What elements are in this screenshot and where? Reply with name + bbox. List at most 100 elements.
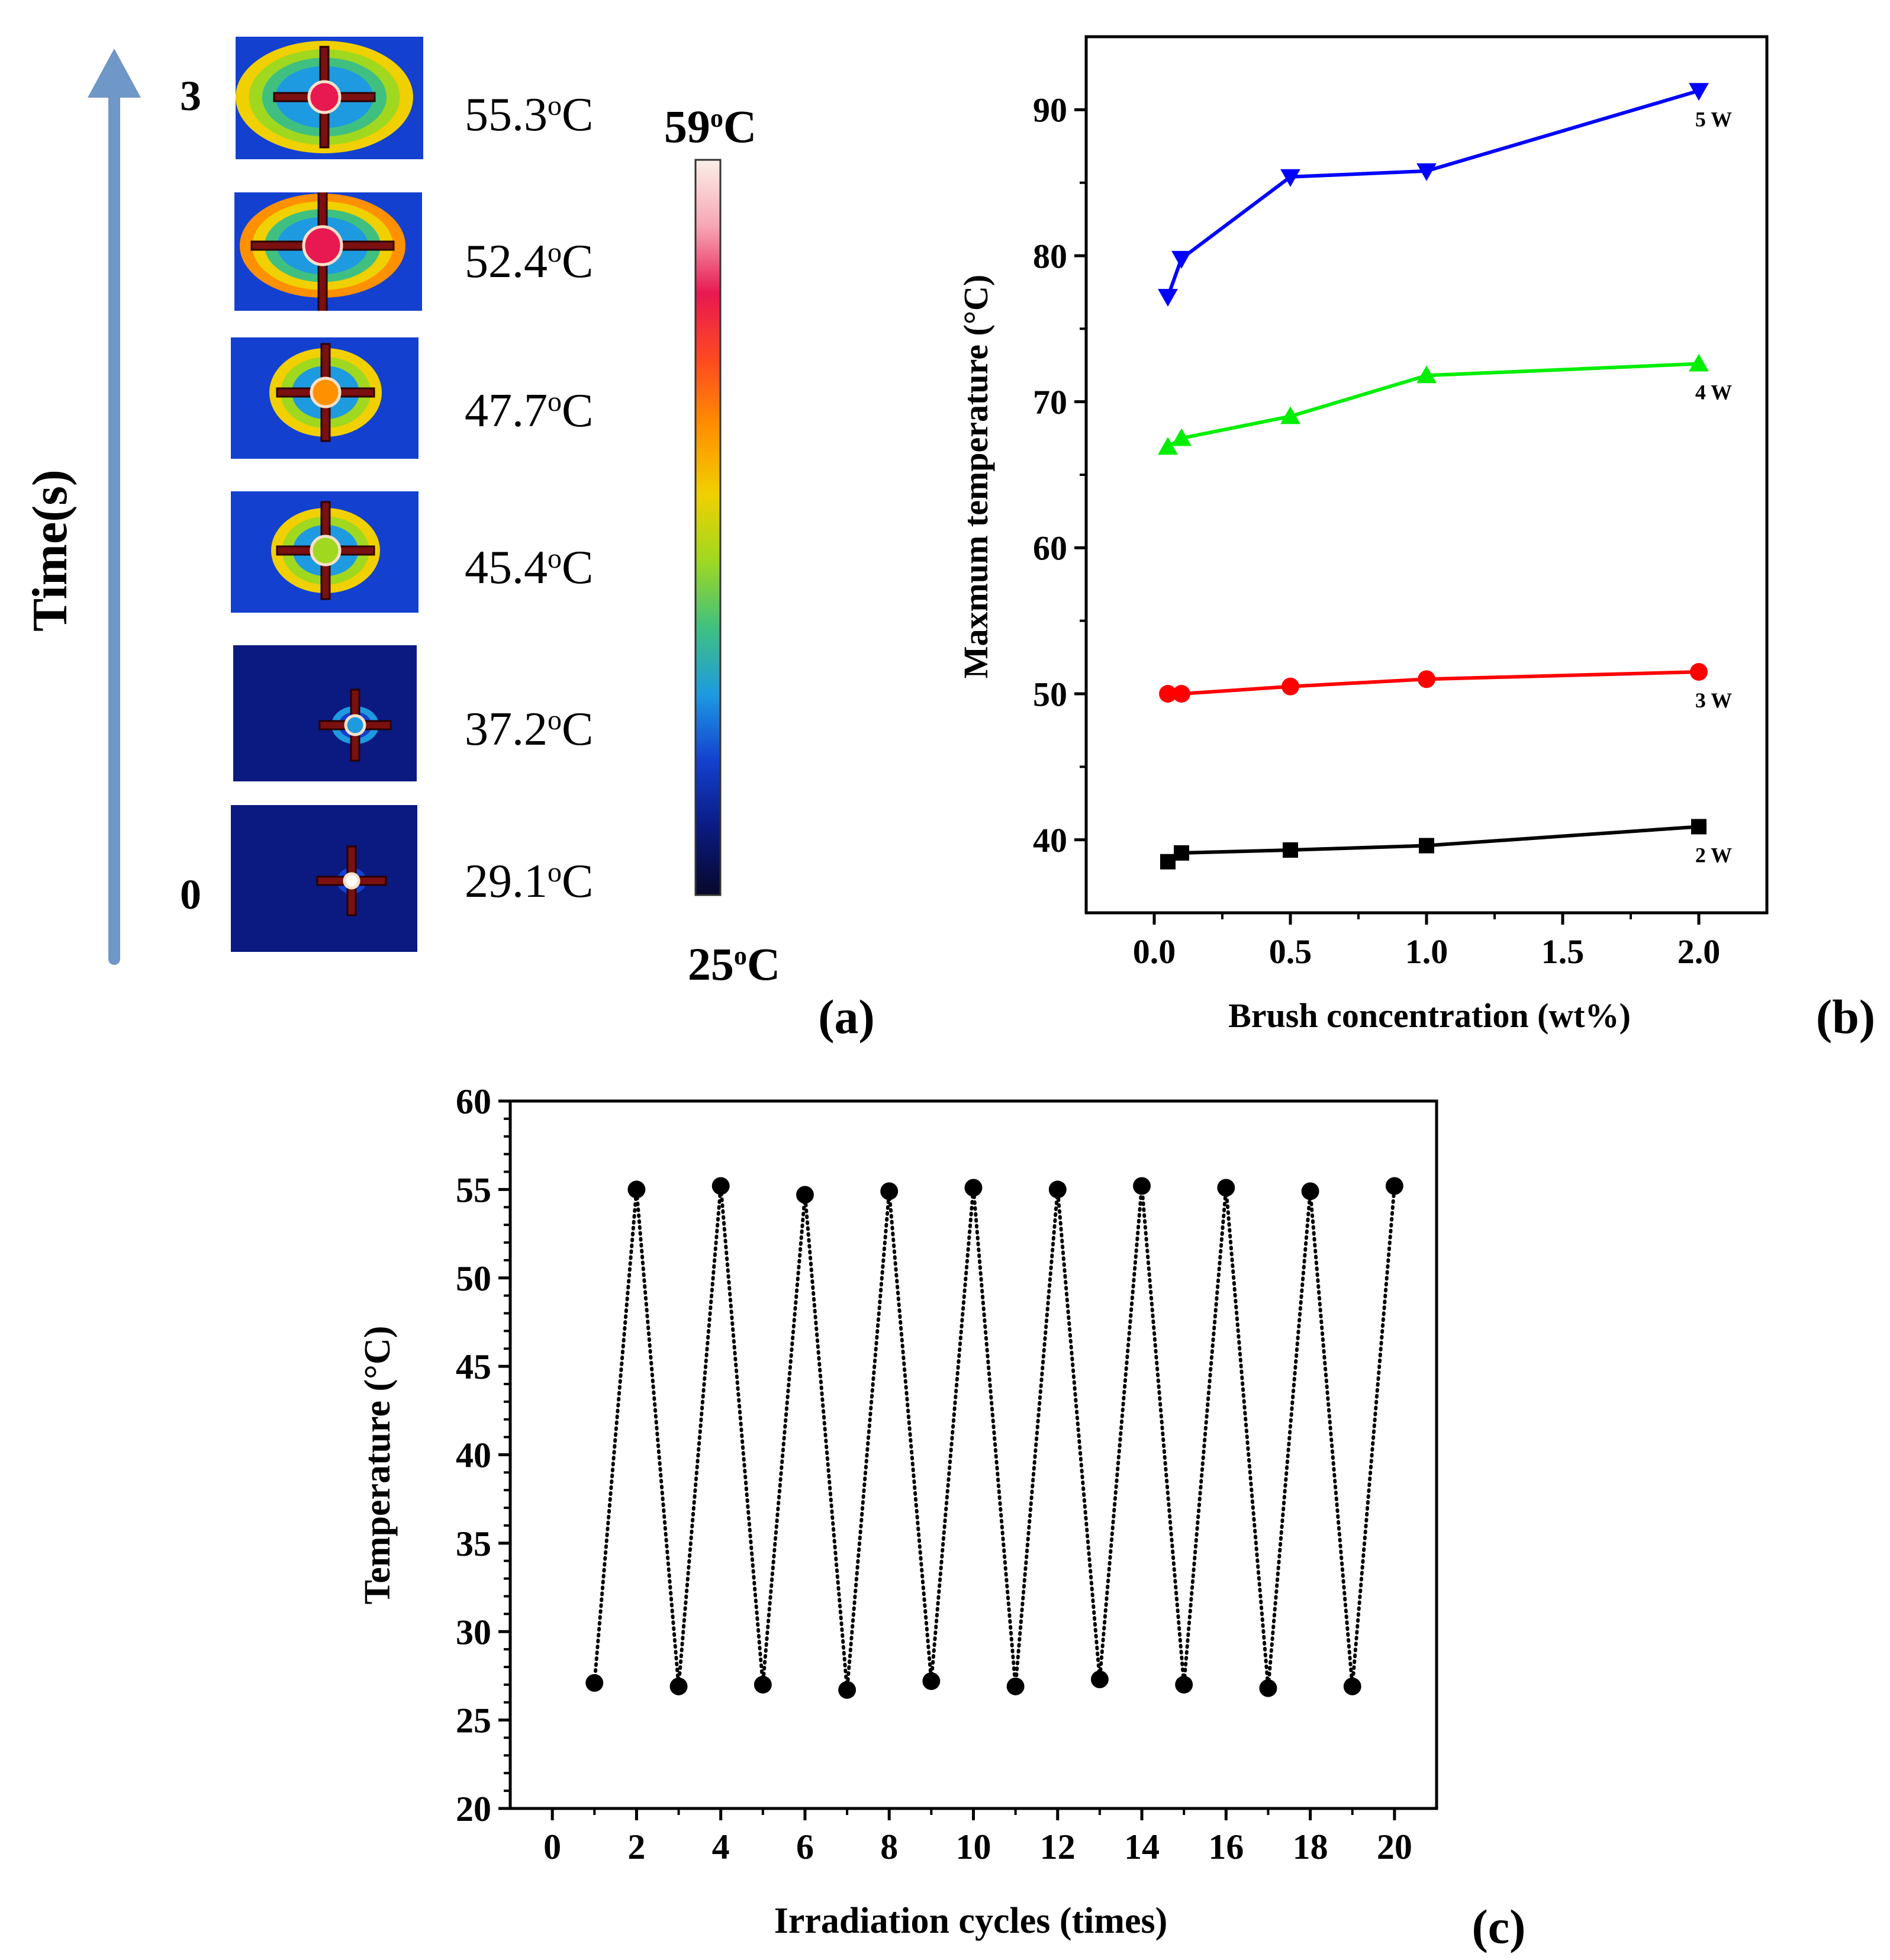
data-series-c <box>585 1177 1403 1699</box>
data-point <box>1171 250 1192 269</box>
y-axis-label-b: Maxmum temperature (°C) <box>957 275 995 678</box>
colorbar-max-label: 59oC <box>664 101 756 152</box>
time-top-label: 3 <box>180 72 201 120</box>
data-point <box>1160 854 1176 870</box>
y-tick-label: 60 <box>456 1082 491 1121</box>
axis-ticks-c: 0 2 4 6 8 10 12 14 16 18 20 20 25 30 35 40 45 50 55 60 <box>456 1082 1412 1866</box>
panel-a-thermal-images: Time(s) 3 0 55.3oC 52.4oC 47.7oC 45.4oC 37.2… <box>22 37 875 1044</box>
frame-background <box>233 645 417 781</box>
frame-temperature-unit: C <box>562 703 593 755</box>
data-point <box>627 1180 646 1199</box>
panel-a-label: (a) <box>818 990 875 1044</box>
x-tick-label: 0.5 <box>1269 932 1312 971</box>
panel-b-label: (b) <box>1816 990 1875 1044</box>
thermal-frame: 29.1oC <box>231 805 593 952</box>
x-tick-label: 0 <box>543 1827 561 1866</box>
data-point <box>1133 1177 1151 1195</box>
data-point <box>1280 169 1300 187</box>
y-tick-label: 90 <box>1033 91 1067 130</box>
hotspot <box>310 376 342 408</box>
y-tick-label: 30 <box>456 1613 491 1652</box>
frame-temperature: 52.4oC <box>465 236 593 288</box>
thermal-frame: 55.3oC <box>236 37 593 159</box>
data-point <box>1048 1180 1067 1199</box>
time-bottom-label: 0 <box>180 871 201 918</box>
data-point <box>1690 663 1708 681</box>
series-4-w: 4 W <box>1158 353 1732 455</box>
series-3-w: 3 W <box>1159 663 1732 712</box>
data-point <box>1691 819 1707 835</box>
colorbar-min-label: 25oC <box>688 938 780 990</box>
data-point <box>1280 406 1300 424</box>
x-axis-label-c: Irradiation cycles (times) <box>774 1901 1168 1941</box>
data-point <box>1419 838 1434 854</box>
colorbar: 59oC 25oC <box>664 101 780 990</box>
data-point <box>838 1681 857 1699</box>
frame-temperature: 55.3oC <box>465 89 593 141</box>
data-point <box>585 1673 604 1692</box>
series-label: 3 W <box>1695 688 1732 712</box>
colorbar-strip <box>694 159 722 896</box>
series-2-w: 2 W <box>1160 819 1732 870</box>
frame-temperature: 29.1oC <box>465 855 593 907</box>
data-point <box>1006 1677 1025 1695</box>
x-tick-label: 8 <box>880 1827 898 1866</box>
hotspot <box>307 80 342 114</box>
thermal-frame: 37.2oC <box>233 645 593 781</box>
data-point <box>1385 1177 1403 1195</box>
series-line <box>1166 89 1699 298</box>
data-point <box>754 1675 772 1694</box>
x-tick-label: 1.0 <box>1405 932 1448 971</box>
panel-c-chart: 0 2 4 6 8 10 12 14 16 18 20 20 25 30 35 40 45 50 55 60 Irra… <box>358 1082 1526 1953</box>
data-point <box>1174 845 1189 861</box>
series-line <box>1167 362 1699 449</box>
data-point <box>1416 365 1437 384</box>
data-point <box>796 1186 814 1204</box>
data-point <box>1418 670 1435 688</box>
data-series-b: 2 W 3 W 4 W 5 W <box>1158 83 1732 870</box>
thermal-frame: 52.4oC <box>234 192 593 311</box>
data-point <box>1171 428 1192 446</box>
y-tick-label: 80 <box>1033 237 1067 275</box>
x-tick-label: 1.5 <box>1541 932 1585 971</box>
x-tick-label: 4 <box>712 1827 730 1866</box>
frame-temperature-unit: C <box>562 855 593 907</box>
thermal-frames: 55.3oC 52.4oC 47.7oC 45.4oC 37.2oC 29.1oC <box>231 37 593 952</box>
y-tick-label: 40 <box>456 1436 491 1475</box>
data-point <box>1158 437 1178 455</box>
y-tick-label: 50 <box>456 1259 491 1298</box>
frame-temperature: 45.4oC <box>465 542 593 594</box>
y-tick-label: 70 <box>1033 383 1067 421</box>
x-tick-label: 10 <box>956 1827 991 1866</box>
x-tick-label: 20 <box>1377 1827 1412 1866</box>
series-label: 4 W <box>1695 381 1732 404</box>
data-point <box>1173 685 1190 703</box>
data-point <box>880 1182 899 1201</box>
series-line <box>593 1184 1396 1692</box>
data-point <box>1159 685 1177 703</box>
time-axis-arrow <box>88 49 141 965</box>
panel-b-chart: 0.0 0.5 1.0 1.5 2.0 40 50 60 70 80 90 2 W 3 W 4 W 5 W… <box>957 35 1875 1044</box>
data-point <box>1259 1679 1277 1697</box>
data-point <box>1090 1670 1109 1688</box>
hotspot <box>344 714 366 736</box>
x-tick-label: 6 <box>796 1827 814 1866</box>
data-point <box>1689 353 1709 372</box>
x-tick-label: 14 <box>1124 1827 1160 1866</box>
x-tick-label: 0.0 <box>1133 932 1176 971</box>
data-point <box>1689 83 1709 101</box>
hotspot <box>302 225 343 266</box>
data-point <box>1217 1179 1235 1197</box>
thermal-frame: 47.7oC <box>231 337 593 459</box>
y-tick-label: 20 <box>456 1790 491 1829</box>
hotspot <box>310 535 342 567</box>
time-axis-label: Time(s) <box>22 469 78 632</box>
data-point <box>669 1677 688 1695</box>
frame-temperature-unit: C <box>562 385 593 437</box>
x-axis-label-b: Brush concentration (wt%) <box>1228 996 1631 1035</box>
data-point <box>711 1177 730 1195</box>
hotspot <box>343 872 360 890</box>
y-tick-label: 45 <box>456 1347 491 1386</box>
data-point <box>922 1672 941 1690</box>
y-tick-label: 35 <box>456 1524 491 1563</box>
